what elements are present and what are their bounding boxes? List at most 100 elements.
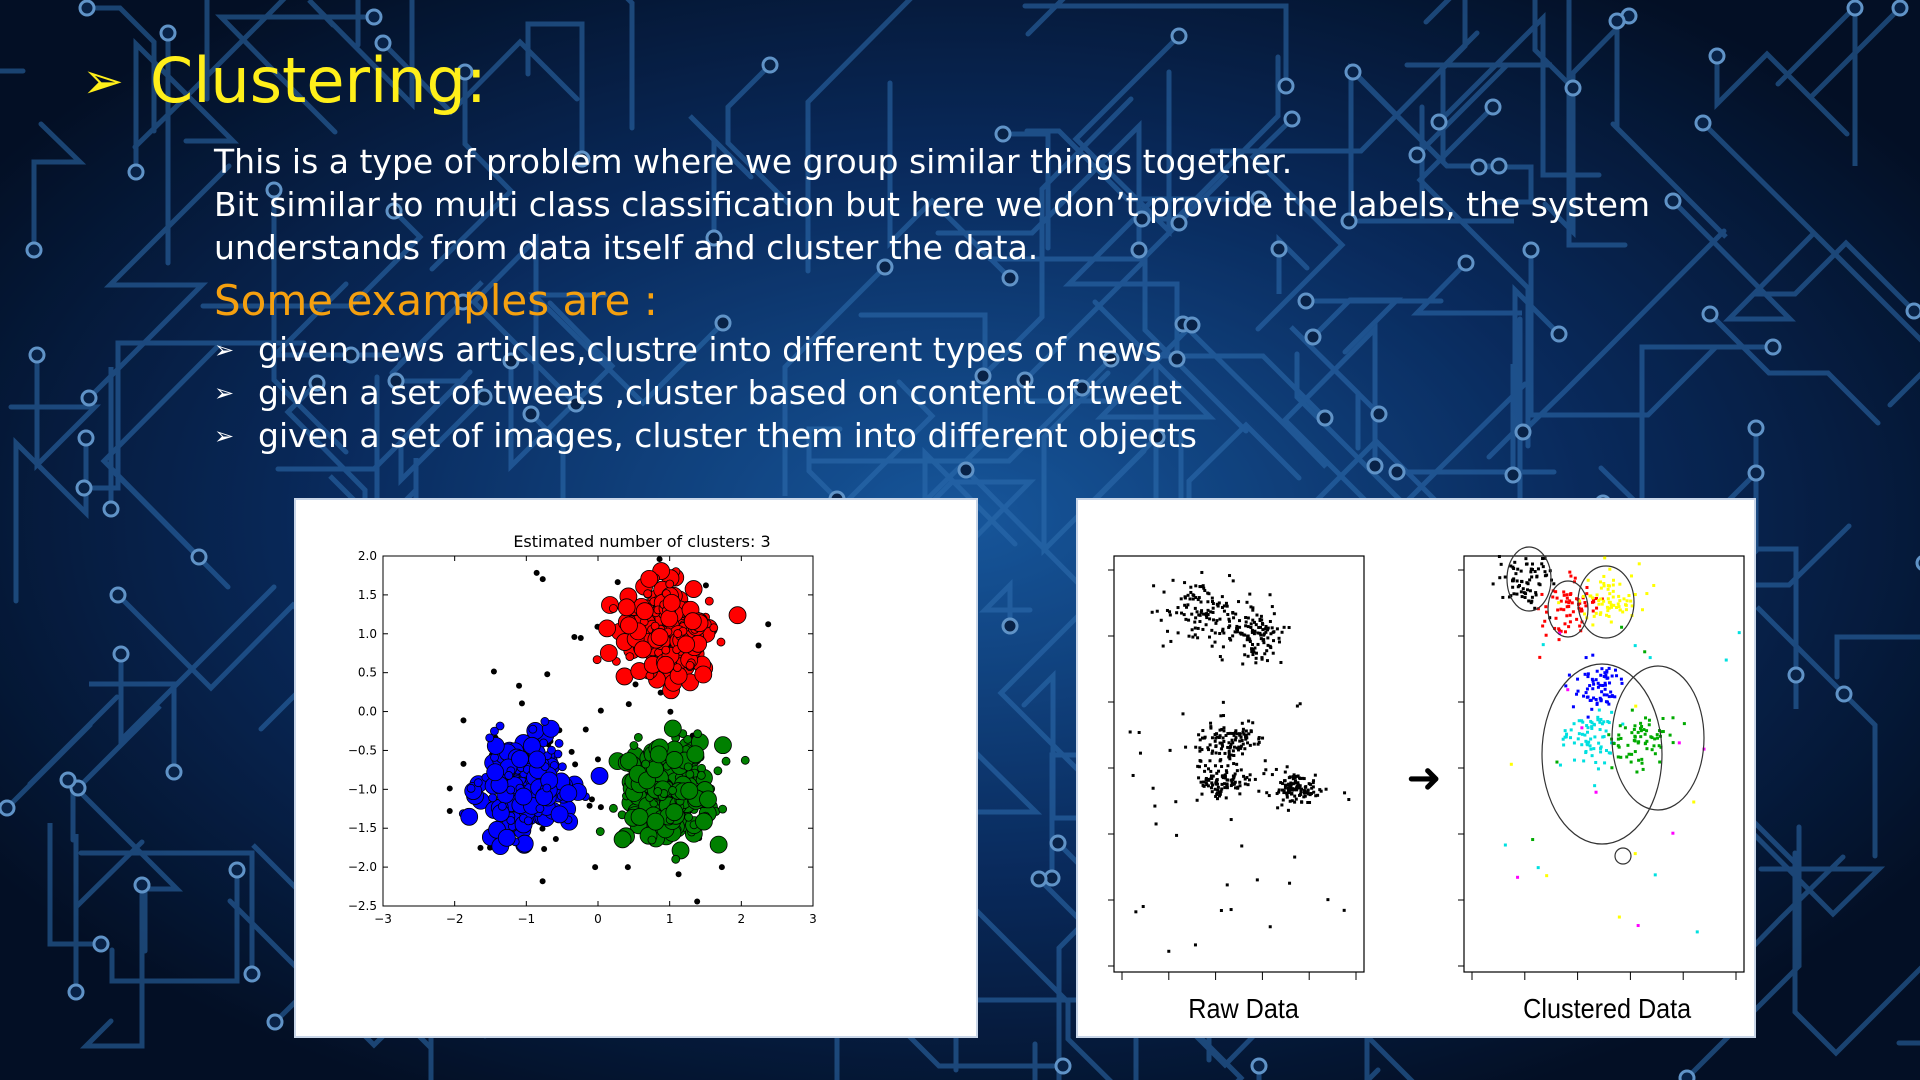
data-point xyxy=(1196,764,1200,768)
circuit-pad xyxy=(1073,379,1091,397)
data-point xyxy=(1647,718,1651,722)
data-point xyxy=(1239,768,1243,772)
data-point xyxy=(1610,710,1614,714)
circuit-pad xyxy=(1708,47,1726,65)
data-point xyxy=(1215,602,1219,606)
circuit-pad xyxy=(1664,192,1682,210)
data-point xyxy=(1251,606,1255,610)
data-point xyxy=(1217,791,1221,795)
data-point xyxy=(1605,613,1609,617)
data-point xyxy=(1584,749,1588,753)
data-point xyxy=(1603,681,1607,685)
data-point xyxy=(1285,765,1289,769)
data-point xyxy=(1538,583,1542,587)
noise-point xyxy=(614,579,621,586)
data-point xyxy=(1633,593,1637,597)
cluster-point xyxy=(558,762,567,772)
noise-point xyxy=(544,671,551,678)
data-point xyxy=(1533,606,1537,610)
data-point xyxy=(1618,724,1622,728)
circuit-trace xyxy=(525,21,585,162)
cluster-point xyxy=(640,569,659,588)
data-point xyxy=(1592,723,1596,727)
data-point xyxy=(1583,601,1587,605)
cluster-point xyxy=(514,787,533,806)
data-point xyxy=(1294,797,1298,801)
data-point xyxy=(1204,613,1208,617)
noise-point xyxy=(667,708,674,715)
data-point xyxy=(1194,745,1198,749)
data-point xyxy=(1265,649,1269,653)
data-point xyxy=(1250,630,1254,634)
data-point xyxy=(1137,731,1141,735)
data-point xyxy=(1585,742,1589,746)
data-point xyxy=(1193,626,1197,630)
data-point xyxy=(1619,755,1623,759)
circuit-trace xyxy=(1364,1005,1381,1080)
data-point xyxy=(1637,740,1641,744)
data-point xyxy=(1311,781,1315,785)
data-point xyxy=(1602,574,1606,578)
cluster-point xyxy=(672,663,682,672)
x-tick-label: −1 xyxy=(517,912,535,926)
circuit-trace xyxy=(1598,344,1776,514)
data-point xyxy=(1229,745,1233,749)
data-point xyxy=(1563,622,1567,626)
data-point xyxy=(1261,628,1265,632)
data-point xyxy=(1283,783,1287,787)
data-point xyxy=(1218,728,1222,732)
data-point xyxy=(1234,786,1238,790)
data-point xyxy=(1591,679,1595,683)
data-point xyxy=(1308,801,1312,805)
circuit-pad xyxy=(78,0,96,17)
examples-list: ➢ given news articles,clustre into diffe… xyxy=(214,328,1197,457)
data-point xyxy=(1607,584,1611,588)
list-item: ➢ given a set of tweets ,cluster based o… xyxy=(214,371,1197,414)
data-point xyxy=(1275,627,1279,631)
data-point xyxy=(1287,791,1291,795)
data-point xyxy=(1604,749,1608,753)
data-point xyxy=(1248,640,1252,644)
list-item-text: given a set of images, cluster them into… xyxy=(258,416,1197,455)
data-point xyxy=(1196,598,1200,602)
data-point xyxy=(1586,715,1590,719)
circuit-trace xyxy=(1022,3,1289,89)
cluster-point xyxy=(609,803,618,813)
data-point xyxy=(1568,620,1572,624)
y-tick-label: −1.0 xyxy=(348,782,377,796)
data-point xyxy=(1576,689,1580,693)
circuit-pad xyxy=(1891,0,1909,17)
data-point xyxy=(1630,752,1634,756)
data-point xyxy=(1563,729,1567,733)
data-point xyxy=(1524,557,1528,561)
data-point xyxy=(1523,595,1527,599)
data-point xyxy=(1190,628,1194,632)
circuit-trace xyxy=(13,435,89,604)
data-point xyxy=(1243,653,1247,657)
data-point xyxy=(1165,608,1169,612)
circuit-trace xyxy=(1834,634,1920,680)
data-point xyxy=(1645,729,1649,733)
data-point xyxy=(1263,759,1267,763)
data-point xyxy=(1527,599,1531,603)
data-point xyxy=(1213,739,1217,743)
noise-point xyxy=(518,700,525,707)
circuit-pad xyxy=(994,125,1012,143)
data-point xyxy=(1598,728,1602,732)
data-point xyxy=(1232,782,1236,786)
circuit-trace xyxy=(1180,321,1328,469)
data-point xyxy=(1293,855,1297,859)
data-point xyxy=(1299,789,1303,793)
circuit-trace xyxy=(1072,33,1182,237)
data-point xyxy=(1644,716,1648,720)
circuit-pad xyxy=(1678,1069,1696,1080)
data-point xyxy=(1586,726,1590,730)
data-point xyxy=(1232,753,1236,757)
circuit-pad xyxy=(1170,214,1188,232)
data-point xyxy=(1252,632,1256,636)
data-point xyxy=(1590,600,1594,604)
noise-point xyxy=(588,796,595,803)
cluster-scatter-chart: Estimated number of clusters: 3 −3 −2 −1 0 1… xyxy=(348,532,817,926)
data-point xyxy=(1562,743,1566,747)
data-point xyxy=(1195,610,1199,614)
